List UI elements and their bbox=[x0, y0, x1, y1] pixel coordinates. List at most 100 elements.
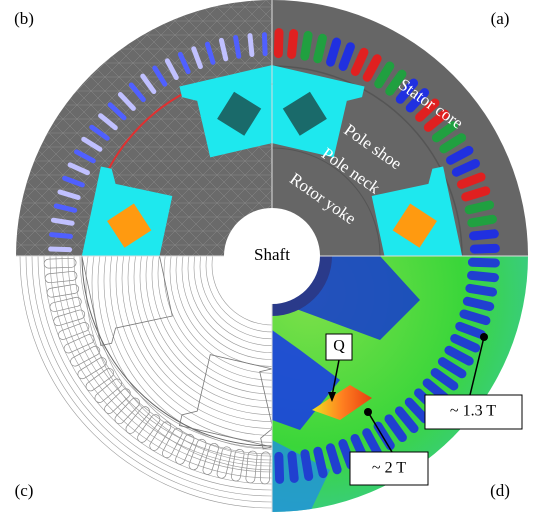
panel-label: (d) bbox=[490, 481, 510, 500]
flux-contour bbox=[103, 256, 272, 450]
coil-slot bbox=[98, 113, 118, 131]
coil-slot bbox=[107, 102, 127, 121]
coil bbox=[415, 98, 440, 122]
arrow-head bbox=[328, 392, 336, 402]
coil-slot bbox=[128, 82, 146, 103]
coil-slot bbox=[89, 124, 110, 141]
flux-contour bbox=[205, 256, 272, 333]
flux-contour bbox=[145, 256, 272, 402]
coil-slot bbox=[164, 58, 179, 81]
pole-outline bbox=[179, 354, 272, 450]
flux-contour bbox=[193, 256, 272, 347]
leader bbox=[469, 336, 485, 396]
coil-slot bbox=[233, 35, 242, 59]
coil bbox=[469, 243, 500, 254]
flux-contour bbox=[163, 256, 272, 381]
flux-contour bbox=[211, 256, 272, 326]
panel-label: (a) bbox=[491, 9, 510, 28]
pole-outline bbox=[259, 354, 272, 450]
coil bbox=[385, 69, 407, 96]
coil bbox=[313, 33, 327, 64]
label-box bbox=[325, 333, 353, 361]
coil bbox=[451, 158, 480, 177]
shaft-label: Shaft bbox=[254, 245, 290, 264]
flux-contour bbox=[181, 256, 272, 360]
slot bbox=[313, 446, 328, 479]
coil bbox=[374, 61, 395, 89]
flux-contour bbox=[133, 256, 272, 416]
coil-slot bbox=[67, 162, 90, 176]
coil bbox=[395, 78, 419, 104]
coil bbox=[439, 133, 467, 154]
coil bbox=[287, 29, 299, 59]
coil bbox=[456, 172, 486, 189]
coil-slot bbox=[57, 189, 81, 200]
coil-slot bbox=[191, 46, 203, 70]
coil-slot bbox=[74, 149, 96, 164]
coil bbox=[461, 186, 491, 202]
flux-contour bbox=[175, 256, 272, 367]
coil bbox=[338, 42, 355, 71]
slot bbox=[430, 368, 459, 391]
coil bbox=[423, 109, 450, 132]
coil-slot bbox=[247, 33, 255, 58]
slot bbox=[300, 449, 314, 481]
flux-contour bbox=[115, 256, 272, 436]
slot bbox=[394, 406, 419, 434]
coil-slot bbox=[49, 232, 73, 239]
pole-outline bbox=[78, 256, 173, 347]
slot bbox=[362, 428, 383, 458]
pole-insert bbox=[282, 91, 327, 136]
slot bbox=[384, 414, 407, 443]
probe-dot bbox=[480, 333, 488, 341]
flux-contour bbox=[199, 256, 272, 340]
slot bbox=[325, 443, 342, 475]
coil-slot bbox=[204, 41, 216, 65]
slot bbox=[455, 321, 486, 339]
slot bbox=[437, 357, 467, 379]
high-field-region bbox=[312, 385, 372, 420]
slot bbox=[465, 283, 498, 297]
coil bbox=[405, 88, 430, 113]
coil bbox=[431, 121, 459, 143]
pole-insert bbox=[392, 203, 437, 248]
pole-insert bbox=[217, 91, 262, 136]
slot bbox=[404, 397, 430, 424]
coil-slot bbox=[140, 73, 157, 95]
annotation: ~ 2 T bbox=[372, 460, 406, 477]
flux-contour bbox=[109, 256, 272, 443]
flux-contour bbox=[85, 256, 272, 471]
coil bbox=[273, 28, 284, 59]
shaft bbox=[224, 208, 320, 304]
annotation: Q bbox=[333, 338, 345, 355]
low-field-region bbox=[272, 330, 340, 430]
coil bbox=[467, 214, 497, 228]
flux-contour bbox=[97, 256, 272, 457]
coil-slot bbox=[50, 217, 75, 226]
slot bbox=[459, 309, 491, 326]
coil bbox=[362, 54, 382, 82]
panel-label: (b) bbox=[14, 9, 34, 28]
pole-insert bbox=[107, 203, 152, 248]
coil-slot bbox=[81, 136, 103, 152]
flux-contour bbox=[91, 256, 272, 464]
coil bbox=[445, 145, 474, 165]
label-box bbox=[349, 451, 429, 486]
coil-slot bbox=[53, 203, 78, 213]
coil bbox=[464, 200, 495, 215]
flux-contour bbox=[169, 256, 272, 374]
slot bbox=[450, 334, 481, 353]
coil bbox=[350, 47, 369, 76]
leader bbox=[331, 359, 340, 397]
low-field-region bbox=[272, 440, 330, 512]
coil bbox=[468, 229, 499, 241]
flux-contour bbox=[187, 256, 272, 353]
coil-slot bbox=[62, 175, 85, 188]
slot bbox=[444, 345, 474, 366]
coil-slot bbox=[152, 65, 168, 87]
annotation: ~ 1.3 T bbox=[450, 403, 496, 420]
coil-slot bbox=[218, 37, 229, 62]
coil bbox=[300, 30, 313, 61]
leader bbox=[367, 411, 393, 453]
